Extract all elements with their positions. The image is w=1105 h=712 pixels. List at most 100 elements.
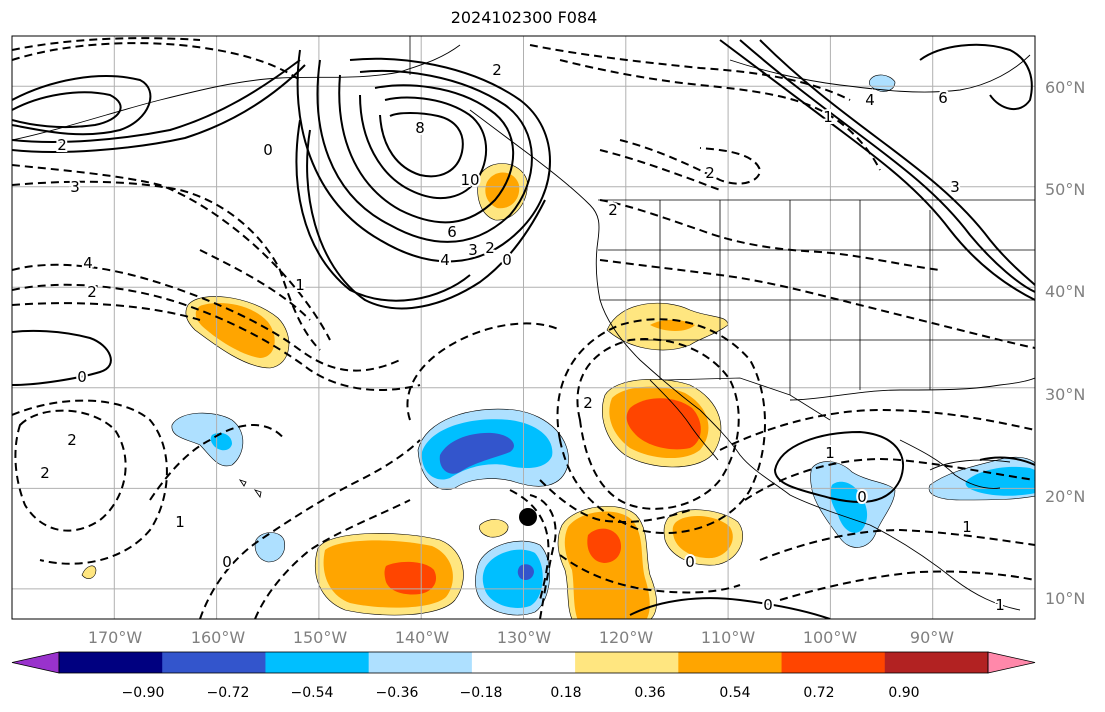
contour-baja-zero	[629, 597, 831, 619]
dcontour-14	[529, 494, 557, 619]
colorbar-segments	[11, 651, 1036, 674]
contour-label: 2	[67, 431, 77, 449]
dcontour-28	[559, 554, 741, 594]
colorbar-segment	[471, 652, 576, 673]
coast-cuba	[929, 459, 1011, 471]
plot-area: 8 10 6 4 3 2 0 2 1 0 2 3 4 6 2 4 2 0 2 3…	[12, 36, 1035, 619]
dcontour-29	[539, 479, 691, 523]
colorbar-outline	[58, 651, 989, 674]
lon-tick-label: 170°W	[88, 628, 143, 647]
shade-pos-tropics-west-inner	[384, 561, 437, 595]
colorbar-segment	[368, 652, 473, 673]
shade-neg-hawaii-south	[254, 532, 285, 563]
contour-label: 3	[70, 178, 80, 196]
colorbar-tick-label: 0.18	[550, 685, 581, 701]
contour-caribbean	[979, 456, 1035, 466]
coast-gulf	[789, 377, 1035, 401]
coast-yucatan	[899, 439, 1001, 489]
dcontour-11	[199, 439, 421, 619]
contour-label: 2	[705, 164, 715, 182]
dcontour-12	[254, 499, 411, 619]
colorbar-tick-label: 0.90	[888, 685, 919, 701]
lon-tick-label: 120°W	[599, 628, 654, 647]
dcontour-8	[14, 409, 127, 532]
contour-label: 0	[685, 553, 695, 571]
lon-tick-label: 150°W	[293, 628, 348, 647]
lon-tick-label: 110°W	[701, 628, 756, 647]
colorbar-tick-label: −0.90	[122, 685, 165, 701]
lat-tick-label: 60°N	[1045, 78, 1085, 97]
contour-label: 2	[40, 464, 50, 482]
colorbar-tick-label: −0.36	[376, 685, 419, 701]
contour-label: 2	[485, 239, 495, 257]
shade-pos-tropics-central-mid	[564, 511, 650, 619]
lat-tick-label: 50°N	[1045, 180, 1085, 199]
coastlines	[12, 44, 1035, 611]
contour-ridge-2	[316, 59, 533, 243]
shade-pos-tropics-central-inner	[587, 528, 622, 563]
coast-central-america	[869, 524, 1021, 611]
shade-neg-tropics-mid	[482, 549, 543, 609]
contour-ridge-1	[296, 49, 551, 263]
contour-label: 2	[87, 283, 97, 301]
contour-west-4	[12, 64, 306, 153]
contour-hudson-1	[759, 39, 1035, 286]
dcontour-26	[599, 149, 721, 191]
dcontour-25	[779, 570, 1035, 601]
contour-ridge-7	[306, 129, 546, 310]
contour-hudson-2	[739, 39, 1035, 293]
contour-label: 0	[857, 488, 867, 506]
contour-west-2	[12, 91, 122, 129]
colorbar-segment	[781, 652, 886, 673]
contour-west-3	[12, 59, 301, 143]
colorbar-extend-min	[11, 651, 60, 674]
dcontour-18	[559, 59, 881, 171]
contour-labels: 8 10 6 4 3 2 0 2 1 0 2 3 4 6 2 4 2 0 2 3…	[38, 59, 1007, 616]
contour-label: 1	[825, 444, 835, 462]
contour-label: 1	[962, 518, 972, 536]
contour-label: 0	[263, 141, 273, 159]
coast-alaska	[12, 44, 461, 141]
gridlines	[12, 36, 1035, 619]
lat-tick-label: 40°N	[1045, 282, 1085, 301]
contours-dashed	[12, 37, 1035, 619]
contour-mexico-high	[773, 430, 905, 503]
contour-label: 0	[763, 596, 773, 614]
colorbar-tick-label: 0.72	[803, 685, 834, 701]
coast-mexico-west	[699, 409, 871, 526]
shade-pos-east-pac-small-inner	[672, 515, 733, 559]
dcontour-24	[759, 528, 1035, 561]
lon-tick-label: 130°W	[497, 628, 552, 647]
location-marker	[519, 508, 537, 526]
colorbar-segment	[162, 652, 266, 673]
contour-label: 1	[995, 596, 1005, 614]
dcontour-15	[576, 338, 740, 510]
contour-label: 6	[447, 223, 457, 241]
dcontour-22	[719, 408, 1035, 451]
lat-tick-labels: 10°N 20°N 30°N 40°N 50°N 60°N	[1045, 78, 1085, 608]
dcontour-17	[619, 139, 762, 185]
contour-label: 10	[460, 171, 479, 189]
shade-pos-small-blob	[479, 519, 509, 538]
coast-hawaii-2	[253, 489, 262, 499]
dcontour-27	[199, 249, 311, 321]
contour-ridge-3	[338, 74, 515, 224]
contour-zero-west	[12, 329, 112, 386]
contour-label: 6	[938, 89, 948, 107]
dcontour-4	[12, 180, 321, 351]
contour-hudson-3	[719, 39, 1035, 301]
lat-tick-label: 20°N	[1045, 487, 1085, 506]
coast-ca	[595, 239, 701, 411]
colorbar-tick-labels: −0.90 −0.72 −0.54 −0.36 −0.18 0.18 0.36 …	[122, 685, 920, 701]
dcontour-19	[529, 44, 851, 101]
contour-ridge-4	[359, 94, 488, 200]
contour-ridge-5	[379, 112, 464, 178]
contours-solid	[12, 39, 1035, 619]
lon-tick-label: 90°W	[910, 628, 954, 647]
dcontour-9	[12, 399, 168, 565]
contour-label: 4	[440, 251, 450, 269]
colorbar-segment	[265, 652, 370, 673]
contour-label: 0	[502, 251, 512, 269]
colorbar-extend-max	[987, 651, 1036, 674]
contour-label: 1	[295, 276, 305, 294]
